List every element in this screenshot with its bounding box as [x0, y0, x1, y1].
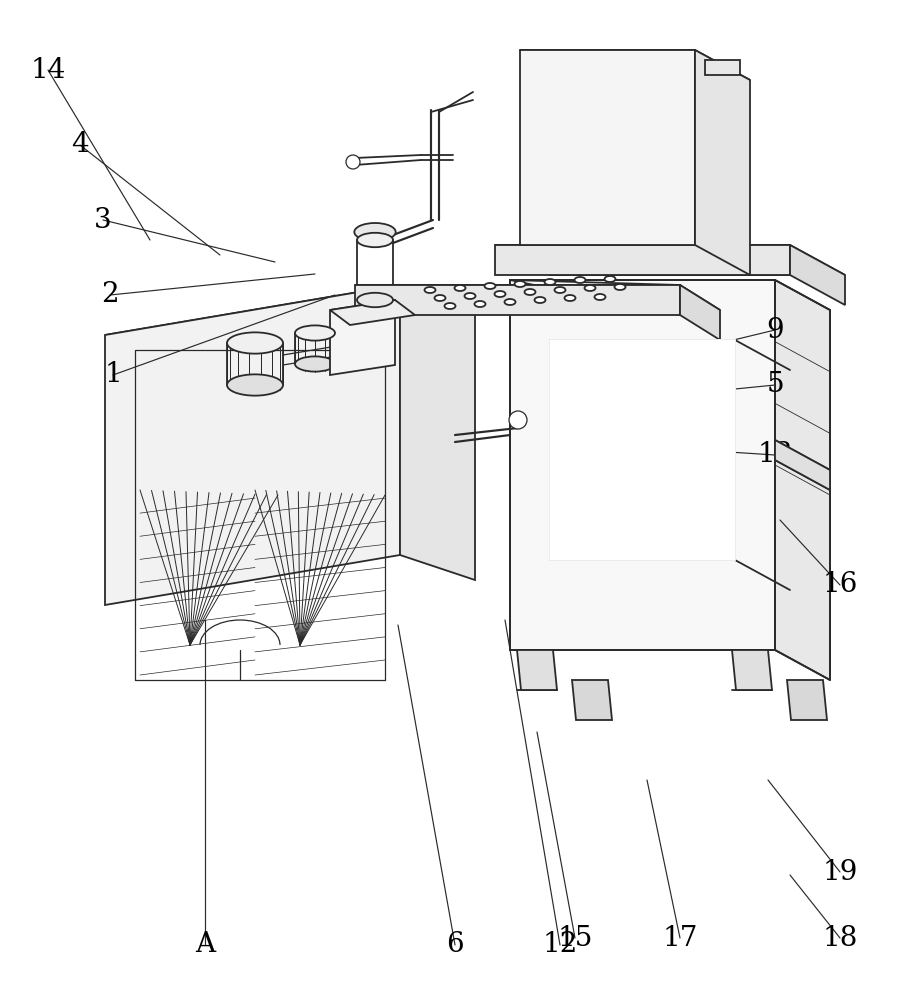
Text: 14: 14	[30, 56, 66, 84]
Ellipse shape	[454, 285, 465, 291]
Text: A: A	[195, 932, 215, 958]
Ellipse shape	[354, 223, 395, 241]
Text: 16: 16	[823, 572, 858, 598]
Text: 13: 13	[757, 442, 793, 468]
Polygon shape	[787, 680, 827, 720]
Ellipse shape	[434, 295, 445, 301]
Text: 17: 17	[662, 924, 698, 952]
Polygon shape	[520, 50, 695, 245]
Polygon shape	[355, 285, 720, 310]
Text: 9: 9	[767, 316, 784, 344]
Polygon shape	[330, 300, 395, 375]
Polygon shape	[550, 340, 735, 560]
Polygon shape	[517, 650, 557, 690]
Text: 5: 5	[767, 371, 784, 398]
Polygon shape	[105, 285, 475, 360]
Polygon shape	[775, 280, 830, 680]
Text: 2: 2	[101, 282, 119, 308]
Polygon shape	[790, 245, 845, 305]
Polygon shape	[680, 285, 720, 340]
Ellipse shape	[474, 301, 485, 307]
Polygon shape	[400, 285, 475, 580]
Ellipse shape	[494, 291, 506, 297]
Polygon shape	[330, 300, 415, 325]
Text: 4: 4	[71, 131, 89, 158]
Polygon shape	[775, 440, 830, 490]
Polygon shape	[495, 245, 790, 275]
Ellipse shape	[575, 277, 586, 283]
Ellipse shape	[585, 285, 595, 291]
Ellipse shape	[444, 303, 455, 309]
Text: 3: 3	[94, 207, 112, 233]
Ellipse shape	[357, 293, 393, 307]
Ellipse shape	[545, 279, 556, 285]
Circle shape	[346, 155, 360, 169]
Ellipse shape	[555, 287, 566, 293]
Ellipse shape	[295, 356, 335, 372]
Text: 6: 6	[446, 932, 464, 958]
Polygon shape	[105, 285, 400, 605]
Ellipse shape	[595, 294, 605, 300]
Ellipse shape	[565, 295, 576, 301]
Ellipse shape	[227, 374, 283, 396]
Ellipse shape	[504, 299, 516, 305]
Ellipse shape	[525, 289, 536, 295]
Text: 15: 15	[557, 924, 593, 952]
Ellipse shape	[605, 276, 615, 282]
Ellipse shape	[614, 284, 625, 290]
Text: 12: 12	[542, 932, 577, 958]
Ellipse shape	[464, 293, 475, 299]
Polygon shape	[355, 285, 680, 315]
Ellipse shape	[295, 325, 335, 341]
Text: 18: 18	[823, 924, 858, 952]
Ellipse shape	[227, 332, 283, 354]
Polygon shape	[495, 245, 845, 275]
Polygon shape	[510, 280, 775, 650]
Ellipse shape	[515, 281, 526, 287]
Circle shape	[509, 411, 527, 429]
Text: 19: 19	[823, 858, 858, 886]
Ellipse shape	[484, 283, 496, 289]
Text: 1: 1	[104, 361, 122, 388]
Polygon shape	[732, 650, 772, 690]
Polygon shape	[705, 60, 740, 75]
Ellipse shape	[424, 287, 435, 293]
Polygon shape	[572, 680, 612, 720]
Polygon shape	[695, 50, 750, 275]
Ellipse shape	[535, 297, 546, 303]
Polygon shape	[520, 50, 750, 80]
Ellipse shape	[357, 233, 393, 247]
